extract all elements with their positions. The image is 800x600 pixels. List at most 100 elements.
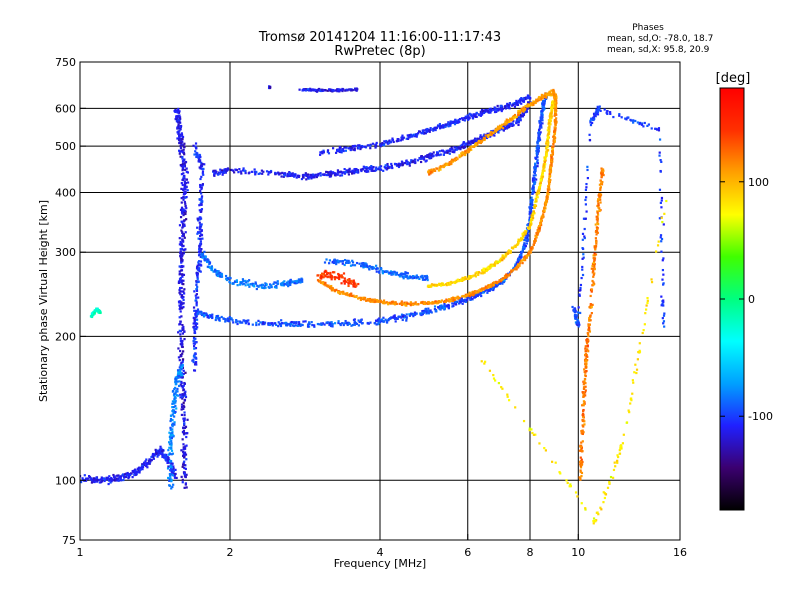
data-point (180, 197, 183, 200)
data-point (510, 270, 513, 273)
data-point (466, 115, 470, 119)
data-point (487, 266, 490, 269)
data-point (424, 309, 427, 313)
data-point (472, 274, 475, 277)
data-point (338, 147, 341, 151)
data-point (202, 173, 205, 176)
data-point (235, 168, 238, 172)
data-point (183, 249, 186, 252)
data-point (208, 263, 211, 266)
data-point (474, 137, 477, 140)
data-point (178, 110, 181, 113)
data-point (371, 166, 374, 169)
data-point (548, 182, 551, 185)
data-point (321, 322, 324, 326)
data-point (423, 302, 426, 305)
data-point (183, 460, 186, 463)
data-point (529, 199, 532, 202)
data-point (500, 109, 503, 113)
data-point (401, 161, 404, 164)
data-point (369, 299, 372, 303)
data-point (382, 299, 386, 302)
data-point (421, 274, 424, 277)
data-point (458, 117, 462, 121)
data-point (386, 270, 389, 273)
data-point (550, 102, 554, 105)
data-point (412, 303, 415, 306)
data-point (515, 120, 518, 123)
data-point (431, 152, 434, 156)
data-point (322, 150, 325, 153)
data-point (391, 302, 394, 305)
data-point (346, 261, 349, 264)
data-point (533, 203, 537, 207)
data-point (497, 131, 500, 134)
data-point (161, 454, 164, 457)
data-point (503, 105, 507, 108)
data-point (177, 118, 180, 121)
data-point (177, 125, 180, 128)
data-point (194, 294, 197, 297)
data-point (467, 148, 470, 151)
data-point (531, 179, 535, 182)
data-point (181, 376, 184, 379)
data-point (311, 324, 314, 327)
data-point (536, 99, 539, 102)
data-point (553, 96, 556, 99)
data-point (122, 478, 125, 482)
data-point (174, 108, 177, 112)
data-point (182, 429, 186, 432)
data-point (484, 109, 487, 112)
data-point (386, 141, 389, 144)
data-point (180, 408, 183, 411)
data-point (439, 168, 442, 171)
data-point (408, 314, 412, 317)
data-point (313, 174, 317, 177)
data-point (139, 468, 142, 471)
data-point (492, 288, 495, 292)
data-point (270, 284, 273, 287)
data-point (551, 153, 554, 156)
data-point (532, 210, 535, 213)
data-point (516, 243, 519, 246)
data-point (180, 405, 184, 409)
data-point (395, 302, 398, 306)
data-point (429, 156, 432, 159)
data-point (195, 288, 198, 291)
data-point (425, 274, 428, 278)
data-point (447, 149, 450, 152)
data-point (261, 172, 264, 175)
data-point (130, 472, 133, 475)
data-point (368, 268, 371, 271)
data-point (536, 190, 539, 193)
data-point (539, 223, 542, 226)
data-point (185, 170, 188, 173)
data-point (385, 139, 388, 143)
data-point (464, 150, 467, 153)
data-point (378, 321, 381, 324)
data-point (346, 323, 349, 326)
data-point (439, 153, 442, 156)
data-point (449, 147, 452, 151)
data-point (429, 310, 432, 314)
data-point (450, 158, 454, 161)
data-point (381, 318, 384, 321)
data-point (178, 359, 181, 362)
data-point (430, 284, 433, 287)
data-point (534, 181, 537, 184)
data-point (468, 277, 471, 280)
data-point (534, 157, 537, 160)
data-point (182, 283, 185, 286)
data-point (516, 265, 519, 268)
data-point (220, 275, 224, 278)
data-point (401, 272, 404, 276)
data-point (388, 271, 392, 275)
data-point (182, 394, 185, 397)
data-point (285, 324, 289, 327)
data-point (236, 322, 239, 326)
data-point (195, 302, 198, 305)
data-point (115, 479, 118, 482)
data-point (554, 123, 557, 126)
data-point (519, 116, 522, 119)
data-point (246, 280, 250, 283)
